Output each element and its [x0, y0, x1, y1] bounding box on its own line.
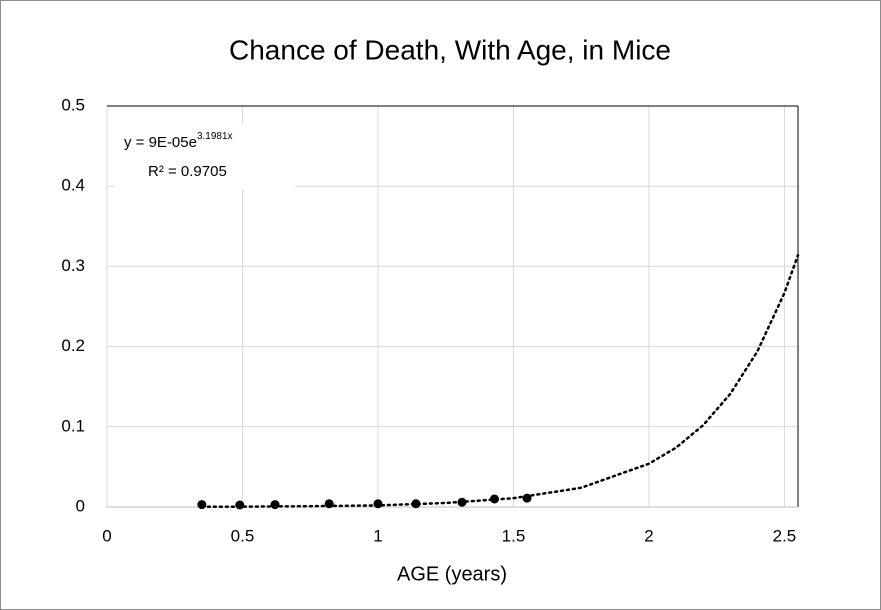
data-point	[235, 500, 245, 510]
equation-box	[115, 124, 295, 190]
data-point	[197, 500, 207, 510]
x-tick-label: 0	[102, 526, 111, 545]
y-tick-label: 0.2	[61, 336, 85, 355]
x-tick-label: 1.5	[502, 526, 526, 545]
r-squared: R² = 0.9705	[148, 163, 227, 180]
y-tick-label: 0.3	[61, 256, 85, 275]
trendline	[200, 253, 800, 509]
trendline-equation: y = 9E-05e3.1981x	[124, 131, 233, 151]
equation-base: y = 9E-05e	[124, 134, 197, 151]
x-tick-label: 0.5	[231, 526, 255, 545]
y-tick-label: 0.1	[61, 416, 85, 435]
equation-exponent: 3.1981x	[197, 131, 233, 142]
data-point	[270, 500, 280, 510]
data-point	[490, 494, 500, 504]
y-tick-label: 0.4	[61, 176, 85, 195]
data-point	[411, 499, 421, 509]
x-tick-label: 1	[373, 526, 382, 545]
data-point	[457, 497, 467, 507]
y-tick-label: 0.5	[61, 95, 85, 114]
data-point	[522, 493, 532, 503]
x-tick-label: 2.5	[773, 526, 797, 545]
data-point	[373, 499, 383, 509]
x-axis-label: AGE (years)	[397, 563, 507, 585]
y-tick-label: 0	[76, 496, 85, 515]
x-tick-label: 2	[644, 526, 653, 545]
data-point	[324, 499, 334, 509]
chart-title: Chance of Death, With Age, in Mice	[229, 34, 671, 65]
